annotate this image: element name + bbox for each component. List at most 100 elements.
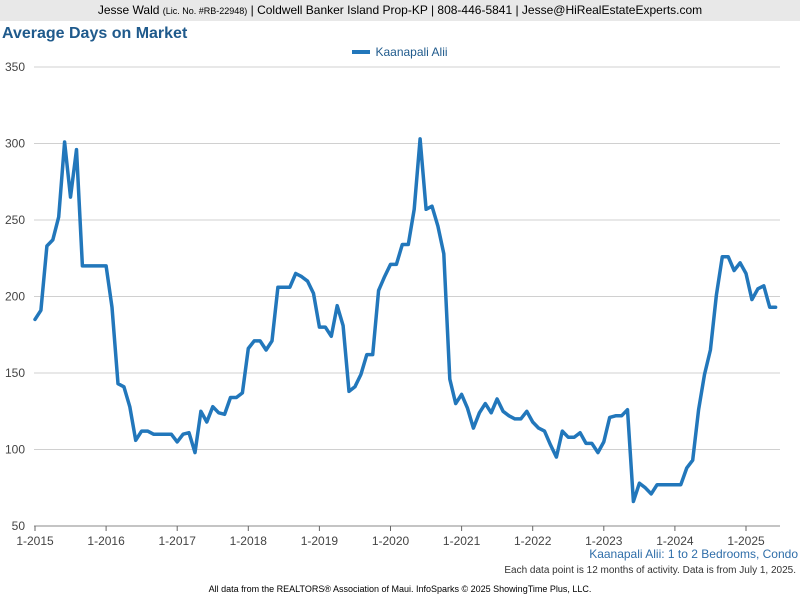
legend[interactable]: Kaanapali Alii xyxy=(0,45,800,59)
data-point[interactable] xyxy=(602,440,606,444)
data-point[interactable] xyxy=(104,264,108,268)
data-point[interactable] xyxy=(246,347,250,351)
data-point[interactable] xyxy=(714,293,718,297)
data-point[interactable] xyxy=(626,408,630,412)
data-point[interactable] xyxy=(691,458,695,462)
data-point[interactable] xyxy=(614,414,618,418)
data-point[interactable] xyxy=(720,255,724,259)
data-point[interactable] xyxy=(738,261,742,265)
data-point[interactable] xyxy=(270,339,274,343)
data-point[interactable] xyxy=(347,389,351,393)
data-point[interactable] xyxy=(501,409,505,413)
data-point[interactable] xyxy=(750,298,754,302)
data-point[interactable] xyxy=(223,412,227,416)
data-point[interactable] xyxy=(578,431,582,435)
data-point[interactable] xyxy=(371,353,375,357)
data-point[interactable] xyxy=(294,272,298,276)
data-point[interactable] xyxy=(655,483,659,487)
data-point[interactable] xyxy=(703,373,707,377)
data-point[interactable] xyxy=(679,483,683,487)
data-point[interactable] xyxy=(466,406,470,410)
data-point[interactable] xyxy=(549,443,553,447)
data-point[interactable] xyxy=(584,441,588,445)
data-point[interactable] xyxy=(33,317,37,321)
data-point[interactable] xyxy=(306,279,310,283)
data-point[interactable] xyxy=(300,275,304,279)
data-point[interactable] xyxy=(667,483,671,487)
data-point[interactable] xyxy=(323,325,327,329)
data-point[interactable] xyxy=(418,137,422,141)
data-point[interactable] xyxy=(80,264,84,268)
data-point[interactable] xyxy=(193,451,197,455)
data-point[interactable] xyxy=(329,334,333,338)
data-point[interactable] xyxy=(276,285,280,289)
data-point[interactable] xyxy=(726,255,730,259)
data-point[interactable] xyxy=(63,140,67,144)
data-point[interactable] xyxy=(199,409,203,413)
data-point[interactable] xyxy=(637,481,641,485)
data-point[interactable] xyxy=(163,432,167,436)
data-point[interactable] xyxy=(51,238,55,242)
data-point[interactable] xyxy=(412,207,416,211)
data-point[interactable] xyxy=(169,432,173,436)
data-point[interactable] xyxy=(685,466,689,470)
data-point[interactable] xyxy=(424,207,428,211)
data-point[interactable] xyxy=(282,285,286,289)
data-point[interactable] xyxy=(359,373,363,377)
data-point[interactable] xyxy=(383,275,387,279)
data-point[interactable] xyxy=(116,382,120,386)
data-point[interactable] xyxy=(774,305,778,309)
data-point[interactable] xyxy=(525,409,529,413)
data-point[interactable] xyxy=(98,264,102,268)
data-point[interactable] xyxy=(572,435,576,439)
data-point[interactable] xyxy=(92,264,96,268)
data-point[interactable] xyxy=(229,396,233,400)
data-point[interactable] xyxy=(353,385,357,389)
data-point[interactable] xyxy=(240,391,244,395)
data-point[interactable] xyxy=(128,405,132,409)
data-point[interactable] xyxy=(252,339,256,343)
data-point[interactable] xyxy=(264,348,268,352)
data-point[interactable] xyxy=(537,426,541,430)
data-point[interactable] xyxy=(442,252,446,256)
data-point[interactable] xyxy=(483,402,487,406)
data-point[interactable] xyxy=(365,353,369,357)
data-point[interactable] xyxy=(39,308,43,312)
data-point[interactable] xyxy=(312,291,316,295)
data-point[interactable] xyxy=(288,285,292,289)
data-point[interactable] xyxy=(460,392,464,396)
data-point[interactable] xyxy=(110,305,114,309)
data-point[interactable] xyxy=(543,429,547,433)
data-point[interactable] xyxy=(708,348,712,352)
data-point[interactable] xyxy=(495,397,499,401)
data-point[interactable] xyxy=(181,432,185,436)
data-point[interactable] xyxy=(643,486,647,490)
data-point[interactable] xyxy=(335,304,339,308)
data-point[interactable] xyxy=(75,148,79,152)
data-point[interactable] xyxy=(756,287,760,291)
data-point[interactable] xyxy=(436,224,440,228)
data-point[interactable] xyxy=(389,262,393,266)
data-point[interactable] xyxy=(649,492,653,496)
data-point[interactable] xyxy=(394,262,398,266)
data-point[interactable] xyxy=(513,417,517,421)
data-point[interactable] xyxy=(86,264,90,268)
data-point[interactable] xyxy=(507,414,511,418)
data-point[interactable] xyxy=(489,411,493,415)
data-point[interactable] xyxy=(744,272,748,276)
data-point[interactable] xyxy=(122,385,126,389)
data-point[interactable] xyxy=(454,402,458,406)
data-point[interactable] xyxy=(211,405,215,409)
data-point[interactable] xyxy=(477,411,481,415)
data-point[interactable] xyxy=(608,415,612,419)
data-point[interactable] xyxy=(631,500,635,504)
data-point[interactable] xyxy=(317,325,321,329)
data-point[interactable] xyxy=(258,339,262,343)
data-point[interactable] xyxy=(661,483,665,487)
data-point[interactable] xyxy=(566,435,570,439)
data-point[interactable] xyxy=(234,396,238,400)
data-point[interactable] xyxy=(531,420,535,424)
data-point[interactable] xyxy=(157,432,161,436)
data-point[interactable] xyxy=(762,284,766,288)
series-line-kaanapali-alii[interactable] xyxy=(33,137,778,504)
